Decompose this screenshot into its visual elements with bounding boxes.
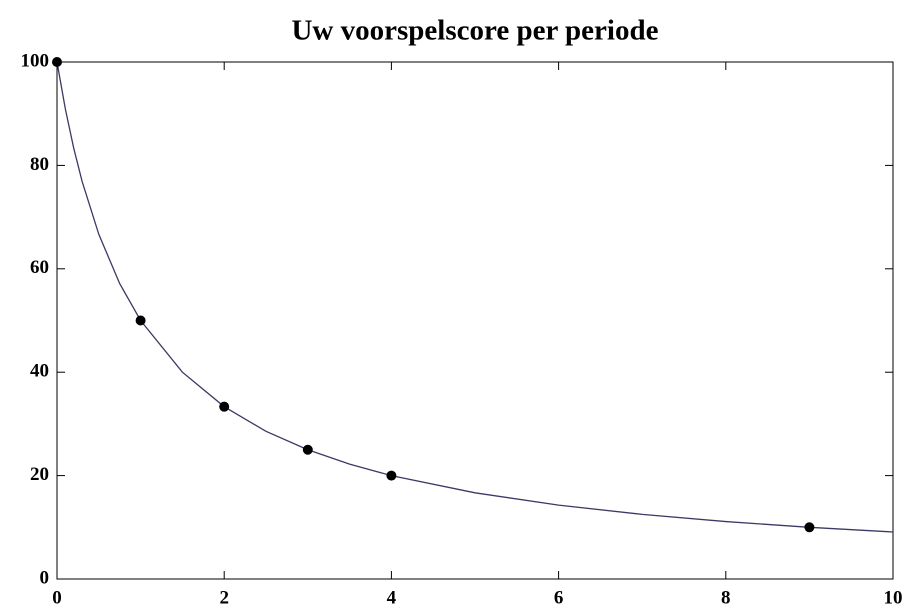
y-tick-label: 80	[30, 154, 49, 175]
y-tick-label: 20	[30, 464, 49, 485]
fit-curve	[56, 61, 894, 533]
x-tick-label: 0	[52, 587, 62, 608]
data-point	[386, 470, 397, 481]
x-tick-label: 6	[554, 587, 564, 608]
data-point	[219, 401, 230, 412]
x-tick-label: 4	[387, 587, 397, 608]
data-point	[302, 444, 313, 455]
y-tick-label: 60	[30, 257, 49, 278]
data-point	[135, 315, 146, 326]
chart-title: Uw voorspelscore per periode	[291, 15, 658, 47]
x-tick-label: 2	[219, 587, 229, 608]
x-tick-label: 10	[884, 587, 903, 608]
data-point	[52, 57, 62, 67]
y-tick-label: 40	[30, 361, 49, 382]
x-tick-label: 8	[721, 587, 731, 608]
y-tick-label: 0	[40, 567, 50, 588]
data-point	[804, 522, 815, 533]
y-tick-label: 100	[21, 50, 50, 71]
plot-frame	[56, 61, 894, 580]
